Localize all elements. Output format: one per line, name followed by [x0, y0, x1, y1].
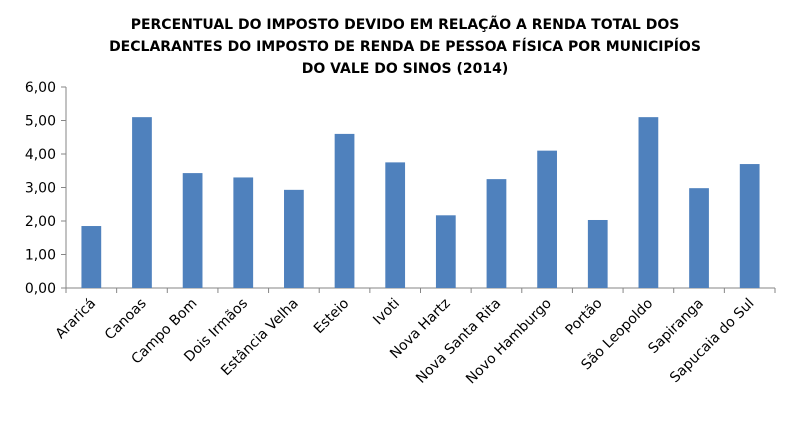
- bar: [587, 219, 608, 288]
- bar: [537, 150, 557, 288]
- bar: [233, 177, 254, 288]
- bar: [739, 164, 760, 288]
- y-tick-label: 1,00: [25, 248, 56, 264]
- bar: [385, 162, 406, 288]
- y-tick-label: 0,00: [25, 281, 56, 297]
- chart-title-line-2: DECLARANTES DO IMPOSTO DE RENDA DE PESSO…: [109, 39, 701, 55]
- y-axis: 0,00 1,00 2,00 3,00 4,00 5,00 6,00: [25, 80, 67, 297]
- category-label: Sapucaia do Sul: [667, 296, 757, 386]
- category-label: Esteio: [311, 296, 353, 338]
- category-label: Novo Hamburgo: [463, 296, 555, 388]
- x-axis: [65, 287, 776, 293]
- bar: [81, 226, 102, 288]
- bars: [81, 117, 760, 289]
- category-label: Portão: [563, 296, 606, 339]
- y-tick-label: 2,00: [25, 214, 56, 230]
- bar: [334, 133, 355, 288]
- y-tick-label: 6,00: [25, 80, 56, 96]
- chart-title-line-1: PERCENTUAL DO IMPOSTO DEVIDO EM RELAÇÃO …: [130, 17, 680, 33]
- category-label: Ivoti: [370, 296, 403, 329]
- chart-title: PERCENTUAL DO IMPOSTO DEVIDO EM RELAÇÃO …: [60, 14, 750, 80]
- category-label: Nova Santa Rita: [413, 296, 504, 387]
- bar: [435, 215, 456, 288]
- category-label: Araricá: [53, 296, 100, 343]
- bar: [638, 117, 659, 289]
- y-tick-label: 5,00: [25, 114, 56, 130]
- chart-title-line-3: DO VALE DO SINOS (2014): [301, 61, 509, 77]
- bar: [132, 117, 152, 289]
- y-tick-label: 3,00: [25, 181, 56, 197]
- bar: [689, 188, 709, 288]
- category-label: Canoas: [102, 296, 150, 344]
- bar: [182, 173, 203, 288]
- bar: [486, 179, 507, 288]
- y-tick-label: 4,00: [25, 147, 56, 163]
- bar: [284, 189, 304, 288]
